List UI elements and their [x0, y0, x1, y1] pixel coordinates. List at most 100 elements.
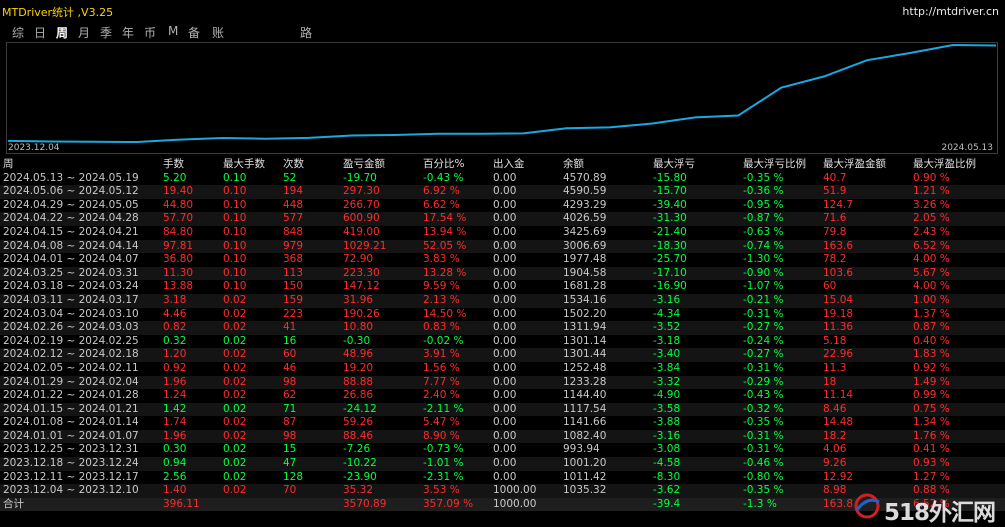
table-row[interactable]: 2024.01.08 ~ 2024.01.14 1.74 0.02 87 59.26 5.…	[0, 416, 1005, 430]
table-row[interactable]: 2024.03.11 ~ 2024.03.17 3.18 0.02 159 31.96 2…	[0, 293, 1005, 308]
cell-week: 2024.05.13 ~ 2024.05.19	[3, 171, 139, 184]
table-row[interactable]: 2024.03.04 ~ 2024.03.10 4.46 0.02 223 190.26…	[0, 308, 1005, 322]
tab-0[interactable]: 综	[12, 26, 25, 40]
cell-fppct: 0.75 %	[913, 402, 950, 415]
cell-count: 98	[283, 429, 297, 442]
column-header-fp[interactable]: 最大浮盈金额	[823, 158, 886, 170]
column-header-fppct[interactable]: 最大浮盈比例	[913, 158, 976, 170]
chart-frame	[6, 42, 998, 154]
table-row[interactable]: 2024.04.08 ~ 2024.04.14 97.81 0.10 979 1029.…	[0, 239, 1005, 254]
cell-bal: 1977.48	[563, 253, 607, 266]
cell-maxlots: 0.02	[223, 443, 247, 456]
cell-week: 2024.01.15 ~ 2024.01.21	[3, 402, 139, 415]
cell-lots: 36.80	[163, 253, 194, 266]
table-row[interactable]: 2023.12.04 ~ 2023.12.10 1.40 0.02 70 35.32 3.…	[0, 484, 1005, 498]
table-row[interactable]: 2024.04.15 ~ 2024.04.21 84.80 0.10 848 419.0…	[0, 226, 1005, 240]
column-header-lots[interactable]: 手数	[163, 158, 184, 170]
total-count	[280, 498, 340, 512]
cell-floatpct: -0.31 %	[743, 307, 784, 320]
cell-pl: -0.30	[343, 334, 371, 347]
cell-float: -3.18	[653, 334, 681, 347]
column-header-flow[interactable]: 出入金	[493, 158, 525, 170]
cell-bal: 1904.58	[563, 266, 607, 279]
cell-maxlots: 0.02	[223, 375, 247, 388]
cell-fppct: 4.00 %	[913, 253, 950, 266]
table-row[interactable]: 2024.04.01 ~ 2024.04.07 36.80 0.10 368 72.90…	[0, 253, 1005, 267]
total-row: 合计 396.11 3570.89 357.09 % 1000.00 -39.4 -1.3 …	[0, 497, 1005, 512]
table-row[interactable]: 2024.02.12 ~ 2024.02.18 1.20 0.02 60 48.96 3.…	[0, 348, 1005, 362]
cell-pct: 5.47 %	[423, 416, 460, 429]
cell-pct: 9.59 %	[423, 280, 460, 293]
table-row[interactable]: 2024.01.01 ~ 2024.01.07 1.96 0.02 98 88.46 8.…	[0, 429, 1005, 444]
column-header-float[interactable]: 最大浮亏	[653, 158, 695, 170]
table-row[interactable]: 2024.02.19 ~ 2024.02.25 0.32 0.02 16 -0.30 -0…	[0, 335, 1005, 349]
cell-pct: 2.40 %	[423, 389, 460, 402]
cell-pct: 52.05 %	[423, 239, 467, 252]
table-row[interactable]: 2023.12.18 ~ 2023.12.24 0.94 0.02 47 -10.22 -…	[0, 457, 1005, 471]
column-header-floatpct[interactable]: 最大浮亏比例	[743, 158, 806, 170]
balance-chart	[6, 42, 998, 154]
column-header-pl[interactable]: 盈亏金额	[343, 158, 385, 170]
cell-count: 16	[283, 334, 297, 347]
cell-pl: 48.96	[343, 348, 374, 361]
cell-week: 2024.04.01 ~ 2024.04.07	[3, 253, 139, 266]
tab-1[interactable]: 日	[34, 26, 47, 40]
cell-week: 2024.01.29 ~ 2024.02.04	[3, 375, 139, 388]
tab-7[interactable]: M	[168, 24, 179, 38]
cell-pl: 72.90	[343, 253, 374, 266]
cell-float: -25.70	[653, 253, 687, 266]
cell-pct: 3.91 %	[423, 348, 460, 361]
cell-fppct: 0.41 %	[913, 443, 950, 456]
tab-2[interactable]: 周	[56, 26, 69, 40]
cell-week: 2024.02.26 ~ 2024.03.03	[3, 321, 139, 334]
table-row[interactable]: 2024.05.06 ~ 2024.05.12 19.40 0.10 194 297.3…	[0, 185, 1005, 199]
cell-flow: 0.00	[493, 253, 517, 266]
column-header-pct[interactable]: 百分比%	[423, 158, 465, 170]
cell-week: 2024.03.18 ~ 2024.03.24	[3, 280, 139, 293]
cell-lots: 4.46	[163, 307, 187, 320]
cell-bal: 1141.66	[563, 416, 607, 429]
cell-pl: -19.70	[343, 171, 377, 184]
column-header-week[interactable]: 周	[3, 158, 14, 170]
cell-fppct: 0.92 %	[913, 361, 950, 374]
table-row[interactable]: 2023.12.11 ~ 2023.12.17 2.56 0.02 128 -23.90…	[0, 471, 1005, 485]
table-row[interactable]: 2024.01.15 ~ 2024.01.21 1.42 0.02 71 -24.12 -…	[0, 402, 1005, 417]
cell-float: -3.08	[653, 443, 681, 456]
cell-flow: 0.00	[493, 334, 517, 347]
cell-fppct: 1.34 %	[913, 416, 950, 429]
table-row[interactable]: 2024.04.22 ~ 2024.04.28 57.70 0.10 577 600.9…	[0, 212, 1005, 226]
column-header-bal[interactable]: 余额	[563, 158, 584, 170]
cell-lots: 1.96	[163, 429, 187, 442]
table-row[interactable]: 2023.12.25 ~ 2023.12.31 0.30 0.02 15 -7.26 -0…	[0, 443, 1005, 457]
cell-fp: 12.92	[823, 470, 854, 483]
table-row[interactable]: 2024.04.29 ~ 2024.05.05 44.80 0.10 448 266.7…	[0, 199, 1005, 213]
column-header-count[interactable]: 次数	[283, 158, 304, 170]
table-row[interactable]: 2024.02.05 ~ 2024.02.11 0.92 0.02 46 19.20 1.…	[0, 362, 1005, 376]
cell-maxlots: 0.02	[223, 470, 247, 483]
table-row[interactable]: 2024.05.13 ~ 2024.05.19 5.20 0.10 52 -19.70 -…	[0, 172, 1005, 186]
tab-6[interactable]: 币	[144, 26, 157, 40]
cell-week: 2024.03.11 ~ 2024.03.17	[3, 293, 139, 306]
column-header-maxlots[interactable]: 最大手数	[223, 158, 265, 170]
table-row[interactable]: 2024.03.25 ~ 2024.03.31 11.30 0.10 113 223.3…	[0, 266, 1005, 281]
tab-4[interactable]: 季	[100, 26, 113, 40]
table-row[interactable]: 2024.03.18 ~ 2024.03.24 13.88 0.10 150 147.1…	[0, 280, 1005, 294]
cell-count: 979	[283, 239, 304, 252]
table-row[interactable]: 2024.01.22 ~ 2024.01.28 1.24 0.02 62 26.86 2.…	[0, 389, 1005, 403]
cell-pct: 6.62 %	[423, 198, 460, 211]
cell-float: -3.52	[653, 321, 681, 334]
cell-flow: 0.00	[493, 225, 517, 238]
cell-pl: -24.12	[343, 402, 377, 415]
cell-bal: 1502.20	[563, 307, 607, 320]
table-row[interactable]: 2024.01.29 ~ 2024.02.04 1.96 0.02 98 88.88 7.…	[0, 375, 1005, 390]
tab-8[interactable]: 备	[188, 26, 201, 40]
cell-count: 98	[283, 375, 297, 388]
tab-5[interactable]: 年	[122, 26, 135, 40]
cell-count: 368	[283, 253, 304, 266]
table-row[interactable]: 2024.02.26 ~ 2024.03.03 0.82 0.02 41 10.80 0.…	[0, 321, 1005, 335]
cell-fppct: 0.93 %	[913, 457, 950, 470]
cell-fppct: 0.99 %	[913, 389, 950, 402]
site-url-link[interactable]: http://mtdriver.cn	[902, 5, 999, 18]
tab-3[interactable]: 月	[78, 26, 91, 40]
cell-count: 194	[283, 185, 304, 198]
